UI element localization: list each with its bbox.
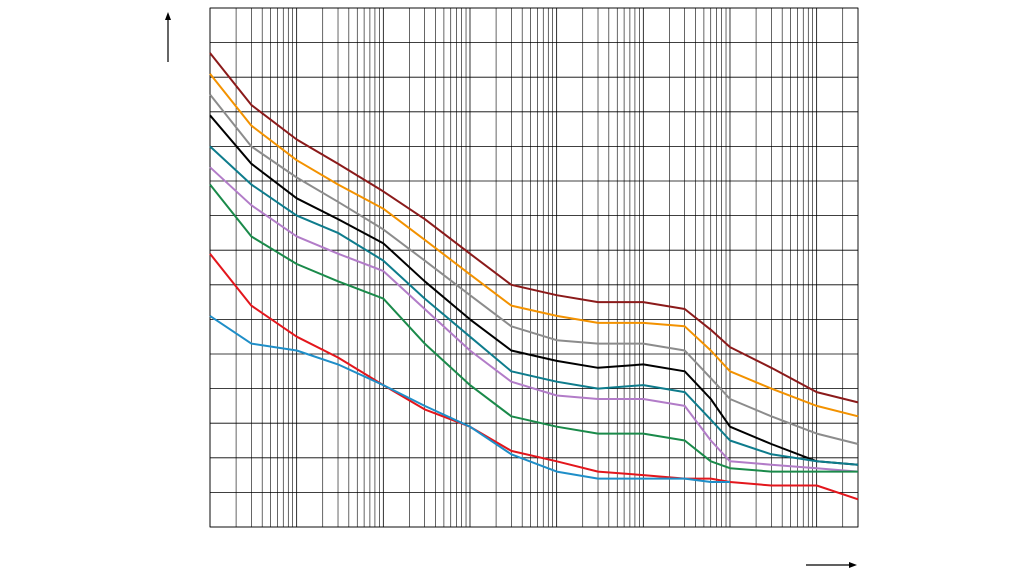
series-line (209, 93, 859, 445)
series-line (209, 73, 859, 418)
series-line (209, 315, 730, 483)
plot-frame (209, 7, 859, 528)
y-arrow (165, 12, 171, 62)
series-line (209, 52, 859, 404)
series-line (209, 183, 858, 473)
series-line (209, 114, 859, 466)
series-line (209, 145, 859, 466)
series-line (209, 166, 859, 473)
series-line (209, 253, 859, 501)
x-arrow (806, 562, 857, 568)
